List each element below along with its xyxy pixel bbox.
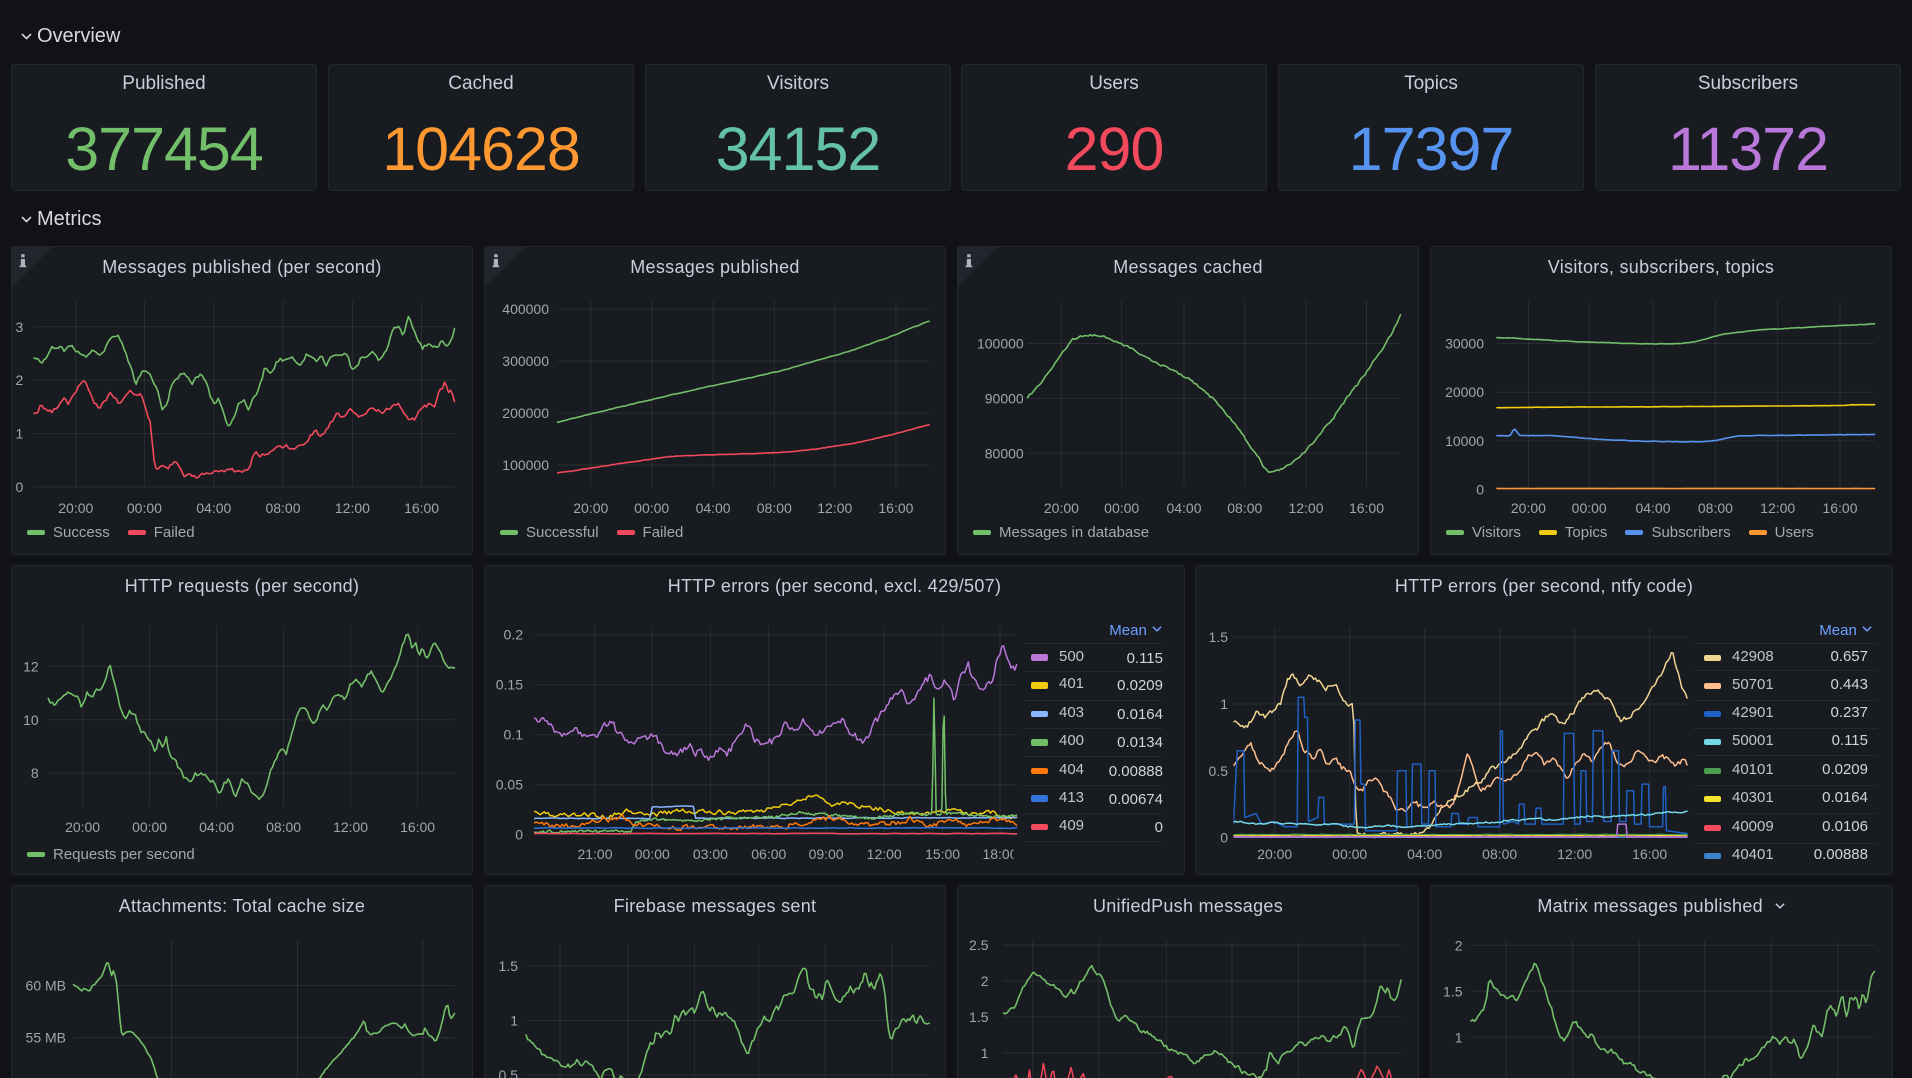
svg-text:08:00: 08:00 <box>265 500 300 516</box>
svg-text:0.5: 0.5 <box>499 1067 519 1078</box>
svg-text:20:00: 20:00 <box>65 819 100 835</box>
svg-text:3: 3 <box>16 319 24 335</box>
svg-text:04:00: 04:00 <box>1407 846 1442 862</box>
svg-text:04:00: 04:00 <box>1635 500 1670 516</box>
svg-text:20:00: 20:00 <box>58 500 93 516</box>
svg-text:10000: 10000 <box>1445 433 1484 449</box>
svg-text:08:00: 08:00 <box>1698 500 1733 516</box>
svg-text:0.2: 0.2 <box>504 627 524 643</box>
svg-text:00:00: 00:00 <box>635 846 670 862</box>
svg-text:20:00: 20:00 <box>1257 846 1292 862</box>
svg-text:1: 1 <box>981 1045 989 1061</box>
svg-text:00:00: 00:00 <box>634 500 669 516</box>
svg-text:100000: 100000 <box>502 457 549 473</box>
svg-text:04:00: 04:00 <box>696 500 731 516</box>
svg-text:16:00: 16:00 <box>1822 500 1857 516</box>
svg-text:0.1: 0.1 <box>504 727 524 743</box>
svg-text:1: 1 <box>16 426 24 442</box>
svg-text:20:00: 20:00 <box>573 500 608 516</box>
svg-text:20:00: 20:00 <box>1511 500 1546 516</box>
svg-text:16:00: 16:00 <box>400 819 435 835</box>
svg-text:12:00: 12:00 <box>867 846 902 862</box>
svg-text:300000: 300000 <box>502 353 549 369</box>
svg-text:0.5: 0.5 <box>1209 763 1229 779</box>
svg-text:12:00: 12:00 <box>1557 846 1592 862</box>
svg-text:1: 1 <box>510 1012 518 1028</box>
svg-text:08:00: 08:00 <box>757 500 792 516</box>
svg-text:30000: 30000 <box>1445 335 1484 351</box>
svg-text:06:00: 06:00 <box>751 846 786 862</box>
svg-text:12:00: 12:00 <box>1760 500 1795 516</box>
svg-text:2: 2 <box>1455 937 1463 953</box>
svg-text:16:00: 16:00 <box>1349 500 1384 516</box>
svg-text:04:00: 04:00 <box>196 500 231 516</box>
svg-text:0: 0 <box>1476 482 1484 498</box>
svg-text:60 MB: 60 MB <box>26 978 66 994</box>
svg-text:90000: 90000 <box>985 390 1024 406</box>
svg-text:16:00: 16:00 <box>1632 846 1667 862</box>
svg-text:0.05: 0.05 <box>496 777 523 793</box>
svg-text:00:00: 00:00 <box>132 819 167 835</box>
svg-text:18:00: 18:00 <box>982 846 1017 862</box>
svg-text:03:00: 03:00 <box>693 846 728 862</box>
svg-text:2: 2 <box>981 973 989 989</box>
svg-text:16:00: 16:00 <box>878 500 913 516</box>
svg-text:04:00: 04:00 <box>199 819 234 835</box>
svg-text:0: 0 <box>515 827 523 843</box>
svg-text:1.5: 1.5 <box>969 1009 989 1025</box>
svg-text:2.5: 2.5 <box>969 937 989 953</box>
svg-text:08:00: 08:00 <box>1482 846 1517 862</box>
svg-text:20000: 20000 <box>1445 384 1484 400</box>
svg-text:400000: 400000 <box>502 301 549 317</box>
svg-text:1.5: 1.5 <box>499 958 519 974</box>
svg-text:1: 1 <box>1220 696 1228 712</box>
svg-text:12: 12 <box>23 658 39 674</box>
svg-text:200000: 200000 <box>502 405 549 421</box>
svg-text:08:00: 08:00 <box>266 819 301 835</box>
svg-text:1: 1 <box>1455 1029 1463 1045</box>
svg-text:8: 8 <box>31 765 39 781</box>
svg-text:1.5: 1.5 <box>1443 983 1463 999</box>
svg-text:2: 2 <box>16 372 24 388</box>
svg-text:09:00: 09:00 <box>809 846 844 862</box>
svg-text:0.15: 0.15 <box>496 677 523 693</box>
svg-text:0: 0 <box>16 479 24 495</box>
svg-text:80000: 80000 <box>985 445 1024 461</box>
svg-text:00:00: 00:00 <box>127 500 162 516</box>
svg-text:1.5: 1.5 <box>1209 629 1229 645</box>
svg-text:00:00: 00:00 <box>1332 846 1367 862</box>
svg-text:12:00: 12:00 <box>1288 500 1323 516</box>
svg-text:16:00: 16:00 <box>404 500 439 516</box>
svg-text:04:00: 04:00 <box>1166 500 1201 516</box>
svg-text:15:00: 15:00 <box>925 846 960 862</box>
svg-text:08:00: 08:00 <box>1227 500 1262 516</box>
svg-text:21:00: 21:00 <box>577 846 612 862</box>
svg-text:20:00: 20:00 <box>1044 500 1079 516</box>
svg-text:55 MB: 55 MB <box>26 1030 66 1046</box>
svg-text:0: 0 <box>1220 830 1228 846</box>
svg-text:12:00: 12:00 <box>335 500 370 516</box>
svg-text:00:00: 00:00 <box>1104 500 1139 516</box>
svg-text:100000: 100000 <box>977 336 1024 352</box>
svg-text:12:00: 12:00 <box>817 500 852 516</box>
svg-text:00:00: 00:00 <box>1572 500 1607 516</box>
svg-text:12:00: 12:00 <box>333 819 368 835</box>
svg-text:10: 10 <box>23 712 39 728</box>
